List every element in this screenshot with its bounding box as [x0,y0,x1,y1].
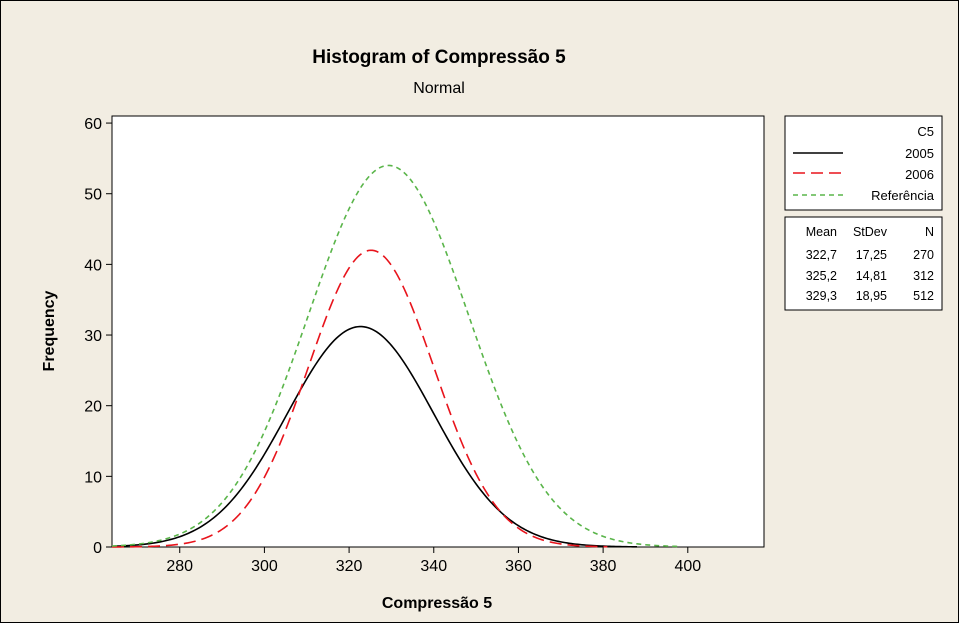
y-tick-label: 0 [93,540,102,557]
legend-title: C5 [917,124,934,139]
series-line-2005 [111,325,637,548]
plot-area [111,115,765,548]
legend-label-referencia: Referência [871,188,935,203]
stats-header-stdev: StDev [853,225,888,239]
y-axis-ticks: 0 10 20 30 40 50 60 [84,116,112,557]
stats-cell: 322,7 [806,248,837,262]
stats-cell: 270 [913,248,934,262]
stats-cell: 312 [913,269,934,283]
y-axis-label: Frequency [41,290,58,371]
x-tick-label: 340 [420,558,447,575]
stats-box [784,216,943,311]
x-tick-label: 380 [590,558,617,575]
stats-cell: 325,2 [806,269,837,283]
y-tick-label: 50 [84,187,102,204]
x-tick-label: 300 [251,558,278,575]
stats-cell: 17,25 [856,248,887,262]
x-tick-label: 320 [336,558,363,575]
y-tick-label: 60 [84,116,102,133]
x-axis-label: Compressão 5 [382,595,492,612]
chart-subtitle: Normal [413,80,465,97]
stats-cell: 14,81 [856,269,887,283]
x-tick-label: 280 [166,558,193,575]
series-line-2006 [111,249,608,548]
x-tick-label: 400 [674,558,701,575]
series-line-referência [111,164,680,548]
stats-cell: 329,3 [806,289,837,303]
legend: C5 2005 2006 Referência [784,115,943,211]
stats-cell: 512 [913,289,934,303]
y-tick-label: 10 [84,469,102,486]
stats-cell: 18,95 [856,289,887,303]
series-layer [111,164,680,548]
x-axis-ticks: 280 300 320 340 360 380 400 [166,547,701,575]
stats-header-mean: Mean [806,225,837,239]
y-tick-label: 30 [84,328,102,345]
y-tick-label: 40 [84,257,102,274]
y-tick-label: 20 [84,399,102,416]
stats-header-n: N [925,225,934,239]
x-tick-label: 360 [505,558,532,575]
legend-label-2005: 2005 [905,146,934,161]
legend-label-2006: 2006 [905,167,934,182]
chart-title: Histogram of Compressão 5 [312,47,566,68]
stats-table: Mean StDev N 322,7 17,25 270 325,2 14,81… [784,216,943,311]
